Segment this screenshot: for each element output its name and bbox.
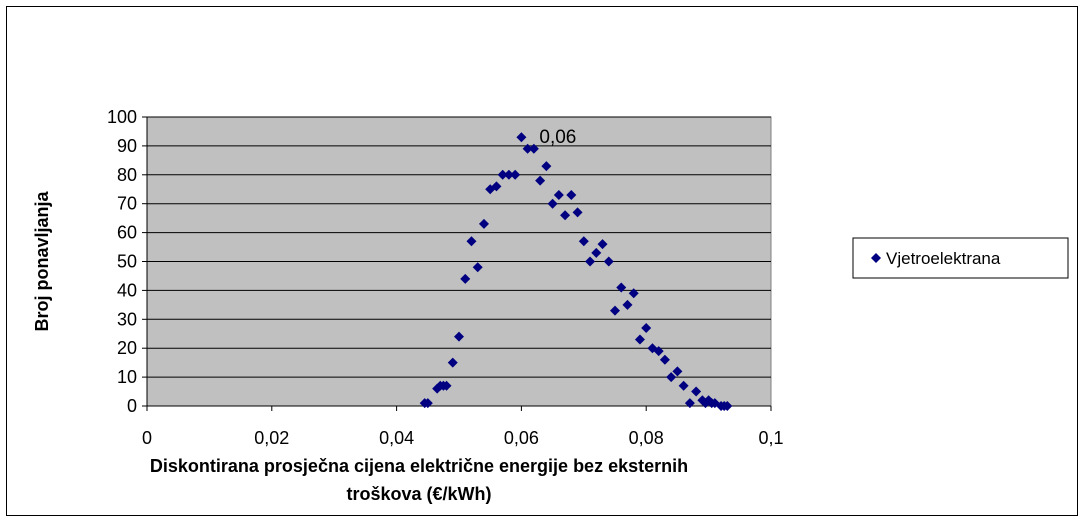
- y-tick-label: 100: [107, 107, 137, 127]
- data-point: [547, 198, 558, 209]
- legend-marker: [871, 253, 881, 263]
- x-tick-label: 0,02: [254, 428, 289, 448]
- x-tick-label: 0: [142, 428, 152, 448]
- data-point: [610, 305, 620, 316]
- data-point: [591, 247, 602, 258]
- data-point: [447, 357, 458, 368]
- x-tick-label: 0,08: [629, 428, 664, 448]
- data-point: [454, 331, 464, 342]
- x-tick-label: 0,04: [379, 428, 414, 448]
- x-tick-label: 0,1: [758, 428, 783, 448]
- data-point: [478, 218, 489, 229]
- data-point: [628, 288, 639, 299]
- data-point: [585, 256, 596, 267]
- data-point: [503, 169, 514, 180]
- data-point: [541, 161, 552, 172]
- data-point: [666, 372, 677, 383]
- legend-box: [852, 237, 1069, 279]
- data-point: [535, 175, 546, 186]
- y-tick-label: 0: [127, 396, 137, 416]
- chart-svg: 0 10 20 30 40 50 60 70 80 90 100 0 0,02 0,04 0,06 0,08 0…: [32, 107, 1069, 504]
- data-point: [528, 143, 539, 154]
- y-tick-label: 80: [117, 165, 137, 185]
- data-point: [641, 322, 652, 333]
- data-point: [722, 401, 733, 411]
- y-tick-label: 40: [117, 280, 137, 300]
- y-tick-label: 10: [117, 367, 137, 387]
- legend-label: Vjetroelektrana: [886, 249, 1001, 268]
- data-point: [691, 386, 702, 397]
- data-point: [616, 282, 627, 293]
- y-tick-label: 70: [117, 194, 137, 214]
- y-axis-title: Broj ponavljanja: [32, 190, 52, 331]
- data-point: [491, 181, 502, 192]
- data-point: [516, 132, 527, 143]
- y-tick-label: 60: [117, 223, 137, 243]
- y-tick-label: 90: [117, 136, 137, 156]
- x-axis-title-line-1: Diskontirana prosječna cijena električne…: [150, 456, 688, 476]
- chart-frame: 0 10 20 30 40 50 60 70 80 90 100 0 0,02 0,04 0,06 0,08 0…: [6, 6, 1078, 516]
- x-axis-title-line-2: troškova (€/kWh): [346, 484, 491, 504]
- data-point: [622, 299, 633, 310]
- y-tick-label: 20: [117, 338, 137, 358]
- data-point: [441, 380, 452, 391]
- data-point: [678, 380, 689, 391]
- data-label: 0,06: [539, 127, 576, 148]
- data-point: [672, 366, 683, 377]
- data-point: [497, 169, 508, 180]
- data-point: [460, 273, 471, 284]
- data-point: [553, 190, 564, 201]
- y-tick-label: 30: [117, 309, 137, 329]
- data-point: [422, 398, 433, 409]
- data-point: [578, 236, 589, 247]
- data-point: [472, 262, 483, 273]
- data-point: [653, 346, 664, 357]
- data-point: [603, 256, 614, 267]
- data-point: [566, 190, 577, 201]
- data-point: [684, 398, 695, 409]
- x-tick-label: 0,06: [504, 428, 539, 448]
- data-point: [466, 236, 477, 247]
- data-point: [522, 143, 533, 154]
- data-point: [634, 334, 645, 345]
- data-point: [597, 239, 608, 250]
- data-point: [659, 354, 670, 365]
- data-point: [572, 207, 583, 218]
- data-point: [560, 210, 571, 221]
- y-tick-label: 50: [117, 252, 137, 272]
